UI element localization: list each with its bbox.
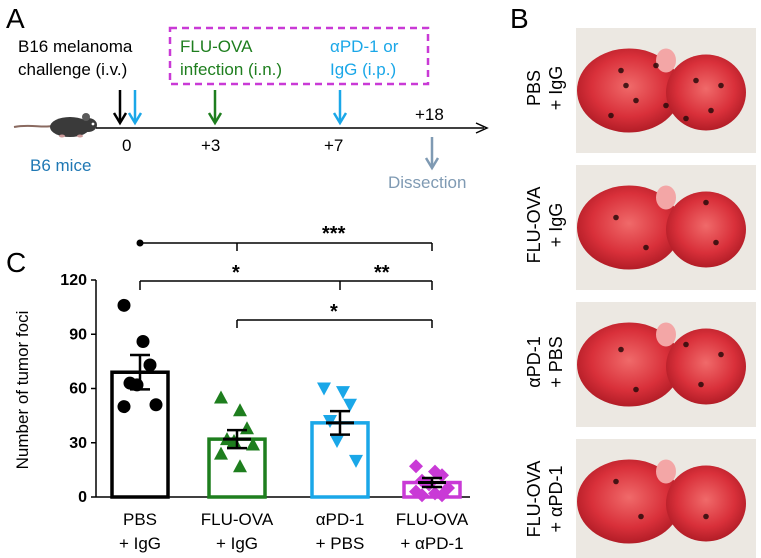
y-axis-label: Number of tumor foci xyxy=(13,311,32,470)
data-point xyxy=(435,488,449,503)
x-category-label-line1: PBS xyxy=(123,510,157,529)
data-point xyxy=(336,386,350,400)
bar-group xyxy=(110,298,170,499)
lung-row-label-line1: FLU-OVA xyxy=(524,187,544,264)
data-point xyxy=(246,437,260,451)
data-point xyxy=(415,488,429,503)
bar-group xyxy=(207,390,267,499)
data-point xyxy=(214,390,228,404)
treatment-box xyxy=(168,26,430,86)
y-tick-label: 60 xyxy=(69,381,87,398)
infection-line1: FLU-OVA xyxy=(180,37,253,56)
data-point xyxy=(117,400,131,414)
bar-group xyxy=(310,382,370,499)
x-category-label-line1: FLU-OVA xyxy=(396,510,469,529)
data-point xyxy=(136,334,150,348)
x-category-label-line1: FLU-OVA xyxy=(201,510,274,529)
event-arrows xyxy=(112,90,440,171)
panel-c-letter: C xyxy=(6,247,26,278)
lung-row-label: αPD-1 + PBS xyxy=(524,336,566,388)
x-category-label-line2: + IgG xyxy=(119,534,161,553)
y-tick-label: 90 xyxy=(69,326,87,343)
data-point xyxy=(330,434,344,448)
lung-row-label-line2: + PBS xyxy=(546,336,566,388)
sig-label-1: *** xyxy=(322,223,346,245)
bracket-origin-dot xyxy=(136,239,144,247)
x-category-label-line1: αPD-1 xyxy=(316,510,365,529)
data-point xyxy=(143,358,157,372)
challenge-line2: challenge (i.v.) xyxy=(18,60,127,79)
x-category-label-line2: + αPD-1 xyxy=(400,534,463,553)
day-7: +7 xyxy=(324,136,343,155)
y-tick-label: 120 xyxy=(60,272,87,289)
lung-photo xyxy=(576,439,756,558)
data-point xyxy=(233,459,247,473)
data-point xyxy=(233,403,247,417)
bar xyxy=(110,370,170,499)
data-point xyxy=(240,421,254,435)
data-point xyxy=(317,382,331,396)
lung-row-label-line1: FLU-OVA xyxy=(524,461,544,538)
x-category-label-line2: + IgG xyxy=(216,534,258,553)
bar-chart: 0 30 60 90 120 PBS + IgG FLU-OVA + IgG αPD-1 + PBS… xyxy=(60,272,470,553)
lung-row-label-line2: + IgG xyxy=(546,66,566,111)
sig-label-3: ** xyxy=(374,262,390,284)
challenge-line1: B16 melanoma xyxy=(18,37,133,56)
treatment-line1: αPD-1 or xyxy=(330,37,399,56)
data-point xyxy=(409,459,423,474)
panel-a: A B16 melanoma challenge (i.v.) FLU-OVA … xyxy=(6,3,489,192)
lung-row-label-line2: + αPD-1 xyxy=(546,466,566,533)
day-3: +3 xyxy=(201,136,220,155)
sig-label-4: * xyxy=(330,301,338,323)
lung-row-label: FLU-OVA + IgG xyxy=(524,187,566,264)
lung-photo xyxy=(576,165,756,290)
y-tick-label: 0 xyxy=(78,489,87,506)
infection-line2: infection (i.n.) xyxy=(180,60,282,79)
lung-row-label-line2: + IgG xyxy=(546,203,566,248)
significance-brackets xyxy=(139,242,433,328)
timeline-arrowhead xyxy=(475,122,489,134)
data-point xyxy=(149,398,163,412)
lung-row-label-line1: αPD-1 xyxy=(524,336,544,387)
day-18: +18 xyxy=(415,105,444,124)
panel-c: C Number of tumor foci 0 30 60 90 120 PBS + Ig… xyxy=(6,223,470,553)
panel-a-letter: A xyxy=(6,3,25,34)
treatment-line2: IgG (i.p.) xyxy=(330,60,396,79)
sig-label-2: * xyxy=(232,262,240,284)
lung-row-label: FLU-OVA + αPD-1 xyxy=(524,461,566,538)
x-category-label-line2: + PBS xyxy=(316,534,365,553)
day-0: 0 xyxy=(122,136,131,155)
data-point xyxy=(349,454,363,468)
y-tick-label: 30 xyxy=(69,435,87,452)
data-point xyxy=(117,298,131,312)
data-point xyxy=(343,398,357,412)
bar-group xyxy=(402,459,462,503)
mouse-icon xyxy=(13,113,97,138)
panel-b-letter: B xyxy=(510,3,529,34)
dissection-label: Dissection xyxy=(388,173,466,192)
lung-photo xyxy=(576,302,756,427)
lung-photo xyxy=(576,28,756,153)
data-point xyxy=(214,446,228,460)
lung-row-label-line1: PBS xyxy=(524,70,544,106)
lung-row-label: PBS + IgG xyxy=(524,66,566,111)
mouse-label: B6 mice xyxy=(30,156,91,175)
